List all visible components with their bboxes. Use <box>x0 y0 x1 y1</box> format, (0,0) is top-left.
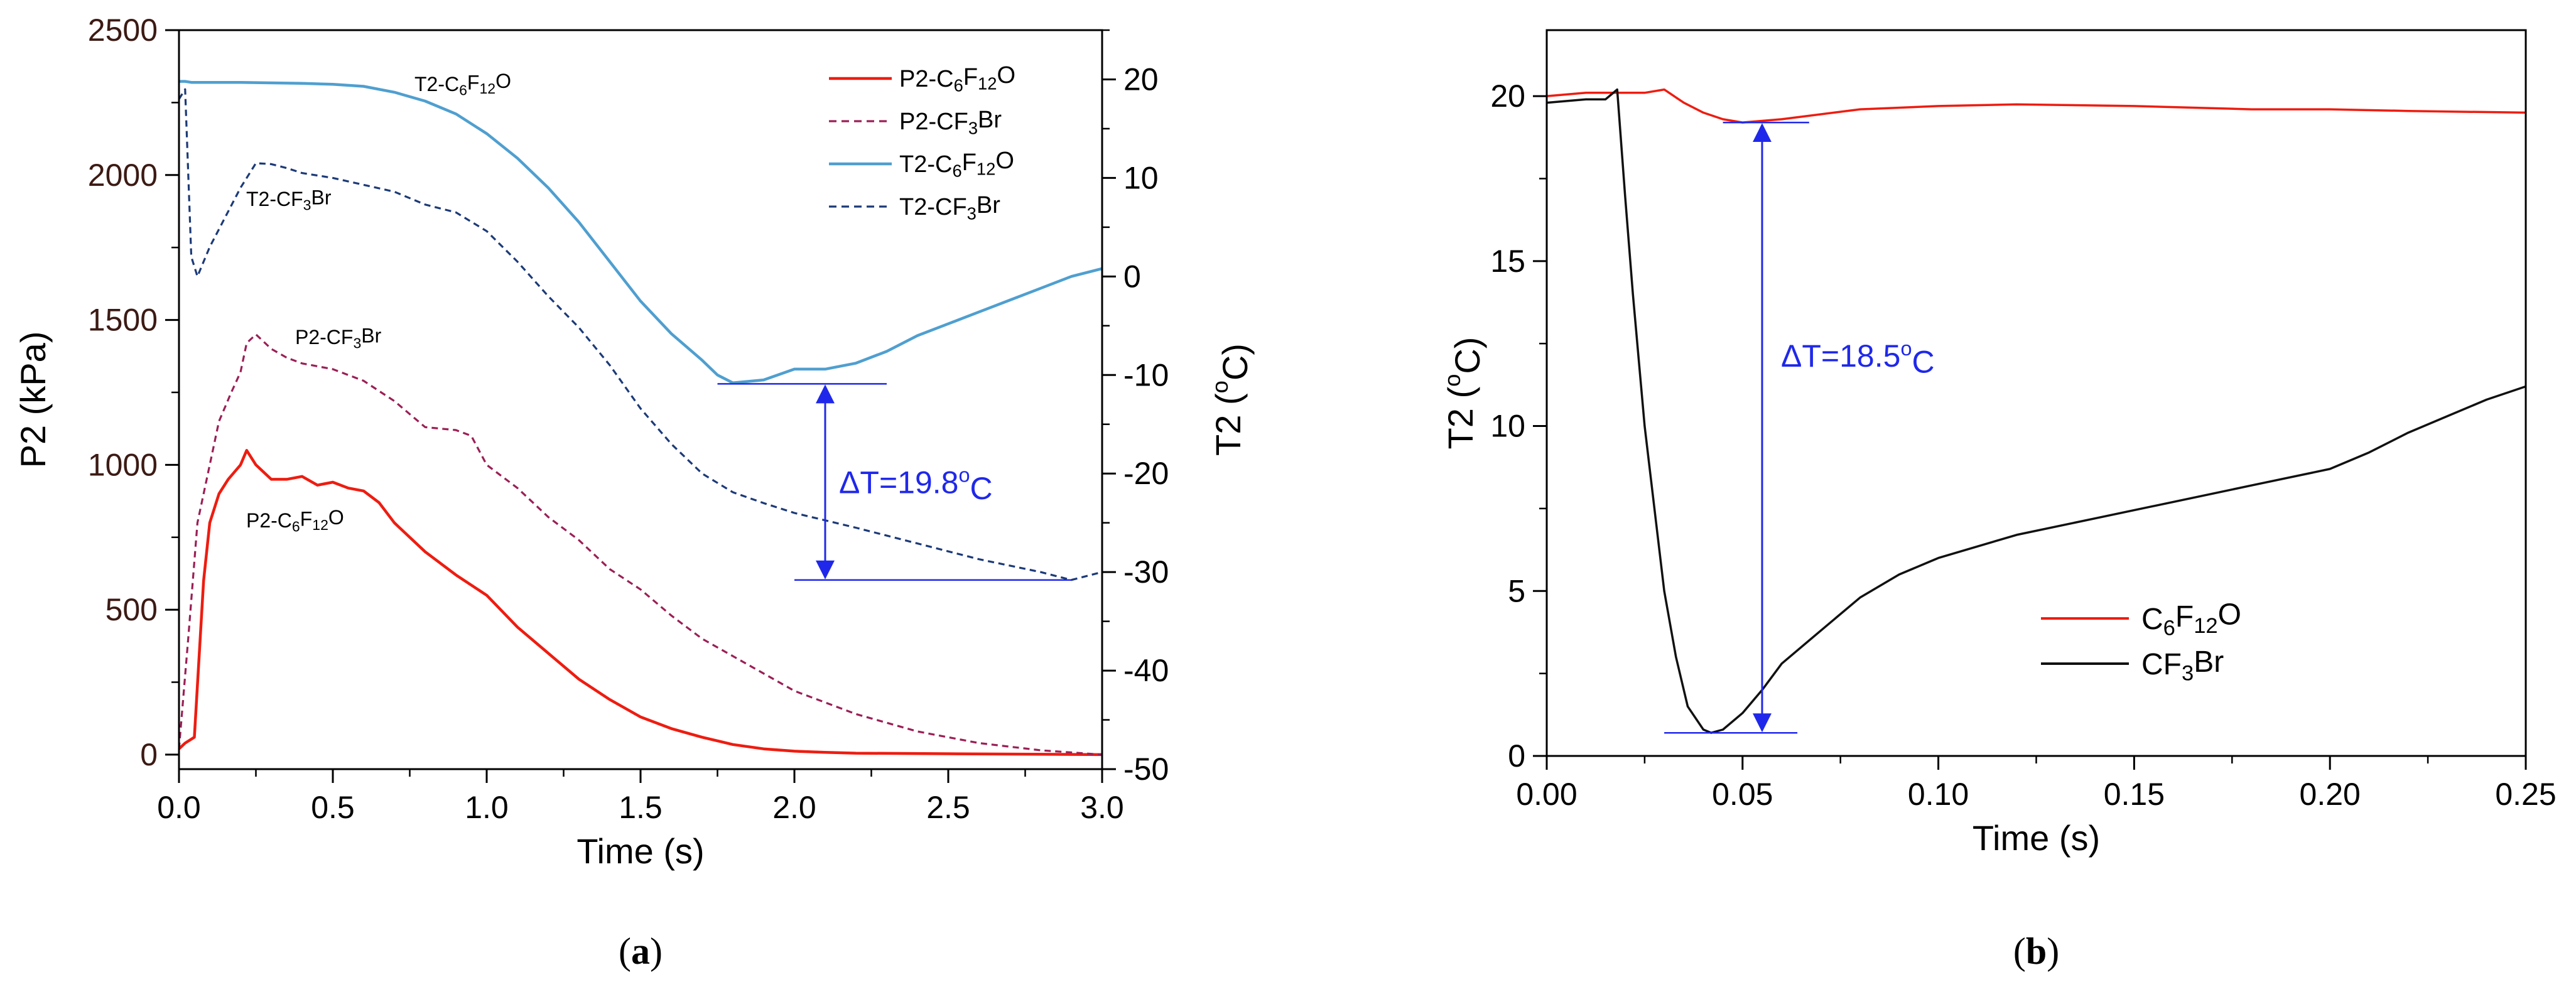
panel-label-b: (b) <box>2013 930 2059 972</box>
y-tick-label: 15 <box>1490 244 1525 279</box>
panel-b-series-layer <box>1546 88 2526 734</box>
series-line-c6f12o <box>1546 88 2526 124</box>
curve-label-p2-c6f12o: P2-C6F12O <box>246 506 344 534</box>
x-tick-label: 2.5 <box>926 790 970 825</box>
series-line-cf3br <box>1546 88 2526 734</box>
panel-a-plot-frame <box>178 29 1103 770</box>
left-y-tick-label: 2500 <box>88 13 158 48</box>
right-y-tick-label: 10 <box>1123 160 1159 195</box>
panel-a-curve-labels: T2-C6F12O T2-CF3Br P2-CF3Br P2-C6F12O <box>246 70 511 534</box>
panel-a-legend: P2-C6F12O P2-CF3Br T2-C6F12O T2-CF3Br <box>829 62 1015 224</box>
panel-a-delta-t-annotation: ΔT=19.8oC <box>717 383 1071 581</box>
x-tick-label: 0.10 <box>1908 777 1969 812</box>
chart-panel-a: 0.0 0.5 1.0 1.5 2.0 2.5 3.0 0 500 1000 1500 2000 250… <box>13 13 1255 972</box>
legend-label-t2-c6f12o: T2-C6F12O <box>899 148 1014 181</box>
x-tick-label: 0.15 <box>2104 777 2165 812</box>
x-axis-title: Time (s) <box>576 831 704 871</box>
right-y-tick-label: -20 <box>1123 456 1169 491</box>
x-tick-label: 0.05 <box>1712 777 1773 812</box>
right-y-tick-label: 0 <box>1123 259 1141 294</box>
legend-label-c6f12o: C6F12O <box>2141 598 2241 640</box>
left-y-tick-label: 1500 <box>88 303 158 338</box>
panel-b-plot-frame <box>1545 29 2527 757</box>
legend-label-p2-cf3br: P2-CF3Br <box>899 107 1002 138</box>
left-y-tick-label: 2000 <box>88 158 158 193</box>
panel-a-axis-ticks: 0.0 0.5 1.0 1.5 2.0 2.5 3.0 0 500 1000 1500 2000 250… <box>88 13 1169 825</box>
y-tick-label: 5 <box>1508 573 1525 608</box>
right-y-tick-label: 20 <box>1123 62 1159 97</box>
series-line-t2-cf3br <box>178 88 1103 581</box>
delta-t-label: ΔT=19.8oC <box>839 464 993 507</box>
right-y-tick-label: -30 <box>1123 554 1169 590</box>
legend-label-p2-c6f12o: P2-C6F12O <box>899 62 1015 95</box>
x-tick-label: 1.5 <box>619 790 663 825</box>
left-y-axis-title: P2 (kPa) <box>13 332 53 468</box>
x-tick-label: 2.0 <box>772 790 816 825</box>
x-axis-title: Time (s) <box>1973 818 2100 858</box>
right-y-tick-label: -50 <box>1123 752 1169 787</box>
legend-label-cf3br: CF3Br <box>2141 645 2224 685</box>
panel-label-a: (a) <box>619 930 663 972</box>
y-tick-label: 10 <box>1490 409 1525 444</box>
panel-b-axis-ticks: 0.00 0.05 0.10 0.15 0.20 0.25 0 5 10 15 20 <box>1490 78 2556 812</box>
x-tick-label: 0.00 <box>1516 777 1577 812</box>
right-y-tick-label: -40 <box>1123 653 1169 688</box>
delta-t-label: ΔT=18.5oC <box>1781 337 1935 380</box>
x-tick-label: 1.0 <box>465 790 509 825</box>
series-line-t2-c6f12o <box>179 80 1103 385</box>
x-tick-label: 3.0 <box>1080 790 1124 825</box>
left-y-tick-label: 500 <box>106 592 158 627</box>
series-line-p2-c6f12o <box>178 449 1103 757</box>
panel-a-series-layer <box>178 80 1103 757</box>
legend-label-t2-cf3br: T2-CF3Br <box>899 192 1000 224</box>
y-tick-label: 0 <box>1508 738 1525 774</box>
x-tick-label: 0.0 <box>157 790 201 825</box>
x-tick-label: 0.20 <box>2300 777 2361 812</box>
left-y-tick-label: 1000 <box>88 447 158 482</box>
x-tick-label: 0.25 <box>2495 777 2556 812</box>
x-tick-label: 0.5 <box>311 790 355 825</box>
curve-label-p2-cf3br: P2-CF3Br <box>295 324 382 351</box>
curve-label-t2-c6f12o: T2-C6F12O <box>414 70 511 98</box>
panel-b-delta-t-annotation: ΔT=18.5oC <box>1664 121 1935 734</box>
curve-label-t2-cf3br: T2-CF3Br <box>246 186 332 213</box>
y-tick-label: 20 <box>1490 78 1525 114</box>
right-y-axis-title: T2 (oC) <box>1207 343 1255 456</box>
panel-b-legend: C6F12O CF3Br <box>2041 598 2241 686</box>
series-line-p2-cf3br <box>178 333 1103 756</box>
y-axis-title: T2 (oC) <box>1439 337 1487 450</box>
right-y-tick-label: -10 <box>1123 357 1169 392</box>
left-y-tick-label: 0 <box>140 737 158 772</box>
